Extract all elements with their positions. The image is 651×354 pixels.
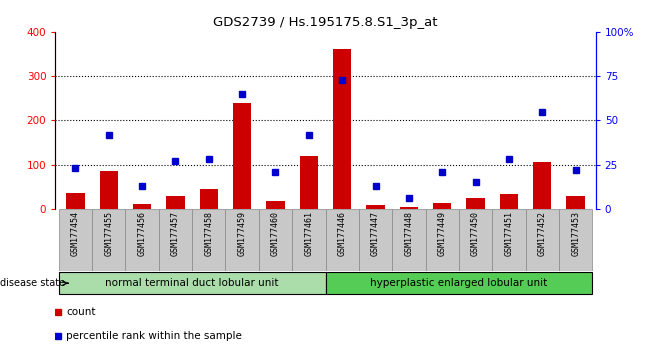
Bar bbox=[500, 194, 518, 209]
Bar bbox=[466, 198, 485, 209]
Text: GSM177446: GSM177446 bbox=[338, 211, 347, 256]
Bar bbox=[59, 209, 92, 271]
Bar bbox=[266, 201, 284, 209]
Text: GSM177451: GSM177451 bbox=[505, 211, 514, 256]
Text: GSM177459: GSM177459 bbox=[238, 211, 247, 256]
Text: GSM177461: GSM177461 bbox=[304, 211, 313, 256]
Text: count: count bbox=[66, 307, 96, 316]
Text: GSM177452: GSM177452 bbox=[538, 211, 547, 256]
Bar bbox=[326, 272, 592, 295]
Bar bbox=[133, 204, 151, 209]
Bar bbox=[200, 189, 218, 209]
Bar bbox=[433, 202, 451, 209]
Text: GSM177456: GSM177456 bbox=[137, 211, 146, 256]
Text: GSM177460: GSM177460 bbox=[271, 211, 280, 256]
Text: GSM177454: GSM177454 bbox=[71, 211, 80, 256]
Bar bbox=[367, 205, 385, 209]
Bar bbox=[225, 209, 259, 271]
Bar bbox=[525, 209, 559, 271]
Bar bbox=[426, 209, 459, 271]
Text: disease state: disease state bbox=[0, 278, 68, 288]
Text: GSM177448: GSM177448 bbox=[404, 211, 413, 256]
Bar bbox=[192, 209, 225, 271]
Text: normal terminal duct lobular unit: normal terminal duct lobular unit bbox=[105, 278, 279, 288]
Bar bbox=[326, 209, 359, 271]
Bar bbox=[533, 162, 551, 209]
Bar bbox=[392, 209, 426, 271]
Bar bbox=[259, 209, 292, 271]
Bar bbox=[492, 209, 525, 271]
Bar bbox=[100, 171, 118, 209]
Bar bbox=[159, 209, 192, 271]
Bar bbox=[566, 195, 585, 209]
Text: hyperplastic enlarged lobular unit: hyperplastic enlarged lobular unit bbox=[370, 278, 547, 288]
Bar bbox=[126, 209, 159, 271]
Text: GSM177458: GSM177458 bbox=[204, 211, 214, 256]
Bar bbox=[559, 209, 592, 271]
Text: GSM177447: GSM177447 bbox=[371, 211, 380, 256]
Bar bbox=[59, 272, 326, 295]
Text: GSM177453: GSM177453 bbox=[571, 211, 580, 256]
Bar bbox=[292, 209, 326, 271]
Bar bbox=[66, 193, 85, 209]
Text: GSM177450: GSM177450 bbox=[471, 211, 480, 256]
Text: GSM177455: GSM177455 bbox=[104, 211, 113, 256]
Bar bbox=[166, 195, 185, 209]
Text: GSM177457: GSM177457 bbox=[171, 211, 180, 256]
Bar bbox=[459, 209, 492, 271]
Bar bbox=[400, 207, 418, 209]
Bar bbox=[233, 103, 251, 209]
Text: percentile rank within the sample: percentile rank within the sample bbox=[66, 331, 242, 341]
Text: GSM177449: GSM177449 bbox=[437, 211, 447, 256]
Bar bbox=[299, 156, 318, 209]
Bar bbox=[92, 209, 126, 271]
Bar bbox=[359, 209, 392, 271]
Title: GDS2739 / Hs.195175.8.S1_3p_at: GDS2739 / Hs.195175.8.S1_3p_at bbox=[214, 16, 437, 29]
Bar bbox=[333, 49, 352, 209]
